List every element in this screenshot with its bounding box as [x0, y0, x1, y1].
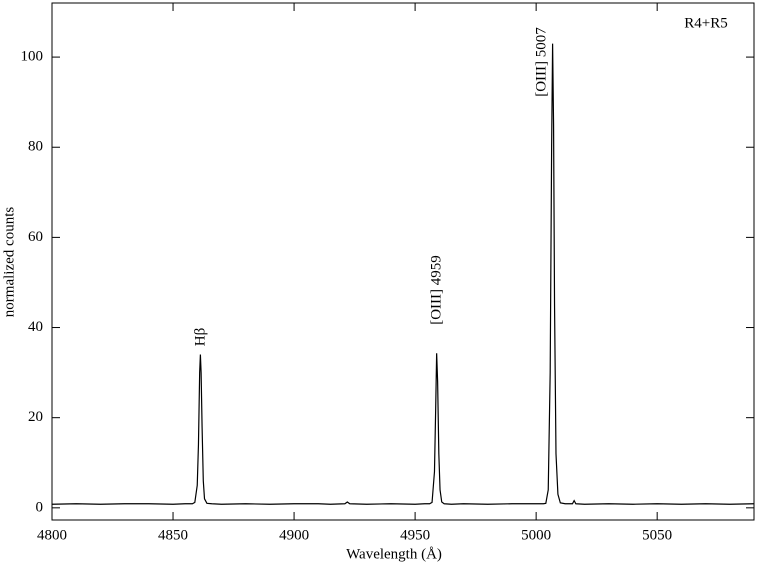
y-axis-label: normalized counts [1, 207, 17, 318]
x-tick-label: 4850 [158, 527, 188, 543]
annotation: [OIII] 4959 [428, 255, 444, 325]
y-tick-label: 100 [21, 49, 44, 65]
x-tick-label: 5000 [521, 527, 551, 543]
y-tick-label: 0 [36, 499, 44, 515]
annotation: Hβ [192, 328, 208, 346]
annotation: R4+R5 [684, 15, 727, 31]
annotation: [OIII] 5007 [533, 27, 549, 97]
y-tick-label: 20 [28, 409, 43, 425]
spectrum-line [51, 43, 755, 505]
x-axis-label: Wavelength (Å) [346, 546, 442, 562]
x-tick-label: 4900 [279, 527, 309, 543]
y-tick-label: 40 [28, 319, 43, 335]
y-tick-label: 80 [28, 139, 43, 155]
x-tick-label: 4950 [400, 527, 430, 543]
y-tick-label: 60 [28, 229, 43, 245]
plot-frame [51, 2, 755, 521]
x-tick-label: 5050 [642, 527, 672, 543]
x-tick-label: 4800 [37, 527, 67, 543]
